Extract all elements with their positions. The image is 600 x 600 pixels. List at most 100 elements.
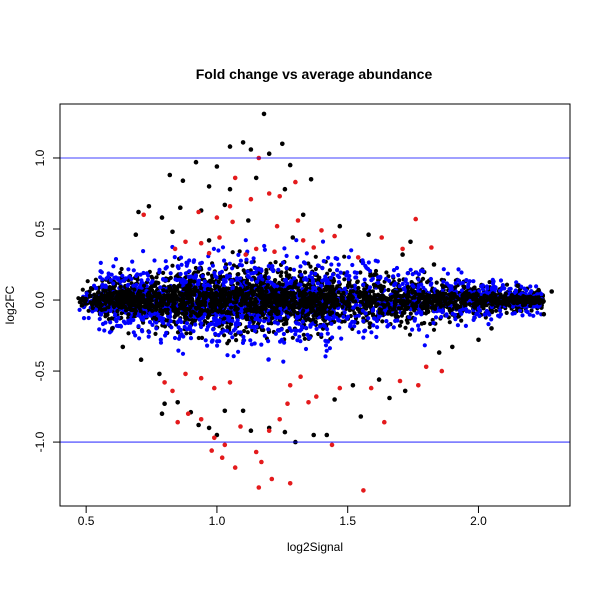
background-point <box>301 296 306 301</box>
background-point <box>445 271 450 276</box>
background-point <box>187 258 192 263</box>
background-point <box>294 238 299 243</box>
background-point <box>196 296 201 301</box>
background-point <box>333 256 338 261</box>
background-point <box>491 284 497 289</box>
background-point <box>307 336 312 341</box>
background-point <box>477 313 482 319</box>
background-point <box>477 308 482 313</box>
background-point <box>200 300 205 305</box>
background-point <box>103 288 108 293</box>
background-point <box>90 309 95 314</box>
background-point <box>132 287 137 292</box>
background-point <box>208 322 213 327</box>
background-point <box>147 330 152 335</box>
background-point <box>480 287 486 292</box>
background-point <box>364 304 369 309</box>
background-point <box>225 324 230 330</box>
background-point <box>215 339 220 344</box>
background-point <box>303 325 308 330</box>
background-point <box>262 247 267 252</box>
background-point <box>407 332 413 337</box>
background-point <box>517 308 523 313</box>
background-point <box>281 322 286 327</box>
background-point <box>279 270 284 275</box>
background-point <box>216 279 221 284</box>
background-point <box>352 283 357 288</box>
background-point <box>83 298 88 303</box>
background-point <box>165 311 170 316</box>
background-point <box>190 302 195 307</box>
background-point <box>323 287 328 292</box>
background-point <box>402 285 407 290</box>
background-point <box>345 270 350 275</box>
background-point <box>126 331 131 336</box>
background-point <box>482 293 487 298</box>
background-point <box>520 313 525 318</box>
background-point <box>408 311 413 316</box>
background-point <box>384 276 389 281</box>
background-point <box>121 300 126 305</box>
background-point <box>133 308 138 314</box>
background-point <box>337 318 342 323</box>
background-point <box>356 294 361 299</box>
background-point <box>254 324 259 329</box>
point-cloud <box>76 238 546 364</box>
background-point <box>320 310 325 315</box>
background-point <box>280 290 285 295</box>
background-point <box>355 306 360 311</box>
background-point <box>386 287 391 293</box>
background-point <box>456 267 461 272</box>
background-point <box>376 275 381 280</box>
background-point <box>456 297 461 302</box>
background-point <box>188 336 194 341</box>
background-point <box>295 311 300 316</box>
background-point <box>507 287 512 292</box>
background-point <box>304 251 309 256</box>
background-point <box>301 308 306 313</box>
background-point <box>98 260 103 265</box>
background-point <box>363 263 368 268</box>
background-point <box>199 286 204 291</box>
background-point <box>531 313 536 318</box>
background-point <box>229 305 234 310</box>
background-point <box>111 281 116 286</box>
background-point <box>369 301 374 306</box>
background-point <box>392 304 397 309</box>
background-point <box>255 287 260 292</box>
background-point <box>118 324 124 329</box>
background-point <box>175 265 181 270</box>
background-point <box>169 325 174 330</box>
background-point <box>322 277 327 282</box>
background-point <box>304 277 309 282</box>
background-point <box>108 308 113 313</box>
background-point <box>179 291 184 296</box>
background-point <box>239 309 244 314</box>
background-point <box>249 277 254 282</box>
background-point <box>152 258 157 263</box>
background-point <box>164 265 169 270</box>
background-point <box>265 279 270 284</box>
background-point <box>136 324 141 329</box>
background-point <box>317 303 322 308</box>
background-point <box>210 263 215 268</box>
background-point <box>410 303 415 308</box>
background-point <box>347 304 352 309</box>
background-point <box>119 311 124 316</box>
background-point <box>339 295 344 300</box>
background-point <box>413 291 418 297</box>
background-point <box>384 270 389 275</box>
background-point <box>188 313 193 318</box>
background-point <box>535 310 540 315</box>
background-point <box>495 296 500 301</box>
background-point <box>410 327 415 332</box>
background-point <box>157 267 162 272</box>
background-point <box>244 257 249 262</box>
background-point <box>236 349 241 354</box>
background-point <box>168 275 173 280</box>
background-point <box>352 311 357 316</box>
background-point <box>202 279 207 284</box>
background-point <box>399 319 404 324</box>
background-point <box>400 281 405 286</box>
background-point <box>306 282 311 287</box>
